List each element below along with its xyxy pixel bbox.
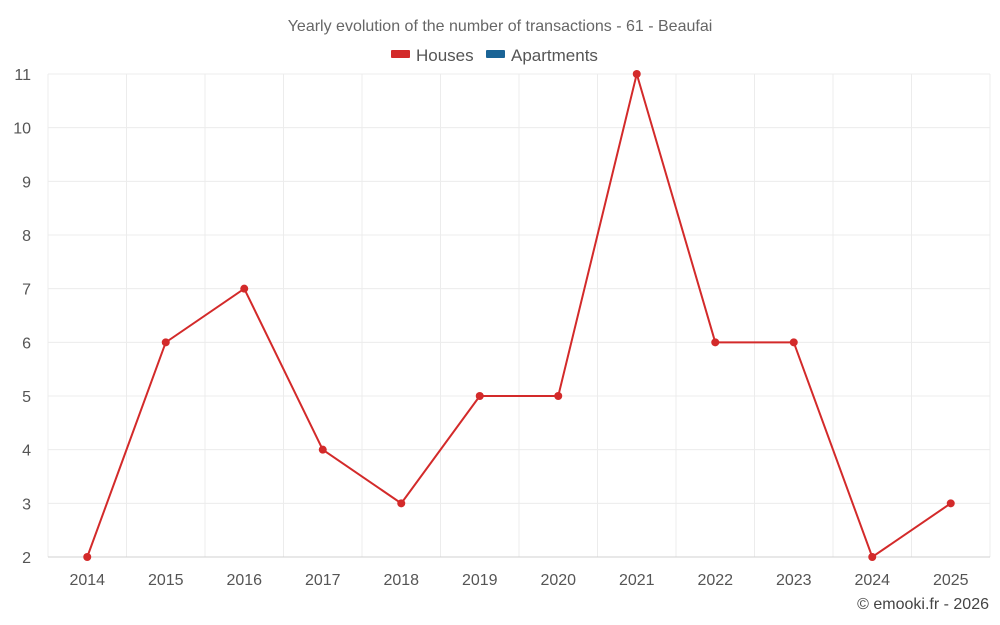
y-axis-ticks: 2 3 4 5 6 7 8 9 10 11 — [13, 67, 31, 567]
series-line-houses — [86, 70, 952, 559]
credit-text: © emooki.fr - 2026 — [857, 596, 989, 613]
x-tick-label-2023: 2023 — [776, 572, 812, 589]
point-houses-2023[interactable] — [789, 338, 798, 347]
legend-swatch-houses[interactable] — [391, 50, 410, 58]
y-tick-label-3: 3 — [22, 496, 31, 513]
legend-swatch-apartments[interactable] — [486, 50, 505, 58]
legend-label-apartments[interactable]: Apartments — [511, 46, 598, 65]
legend-label-houses[interactable]: Houses — [416, 46, 474, 65]
y-tick-label-8: 8 — [22, 228, 31, 245]
x-tick-label-2018: 2018 — [383, 572, 419, 589]
y-tick-label-6: 6 — [22, 335, 31, 352]
point-houses-2018[interactable] — [397, 499, 406, 508]
x-tick-label-2020: 2020 — [540, 572, 576, 589]
point-houses-2015[interactable] — [161, 338, 170, 347]
x-axis-ticks: 2014 2015 2016 2017 2018 2019 2020 2021 2022 2023… — [69, 572, 968, 589]
series-layer — [83, 70, 955, 561]
y-tick-label-7: 7 — [22, 282, 31, 299]
y-tick-label-9: 9 — [22, 174, 31, 191]
x-tick-label-2015: 2015 — [148, 572, 184, 589]
point-houses-2025[interactable] — [946, 499, 955, 508]
grid — [47, 73, 991, 558]
legend: Houses Apartments — [391, 46, 598, 65]
x-tick-label-2017: 2017 — [305, 572, 341, 589]
point-houses-2014[interactable] — [83, 553, 92, 561]
x-tick-label-2021: 2021 — [619, 572, 655, 589]
point-houses-2017[interactable] — [318, 445, 327, 454]
y-tick-label-2: 2 — [22, 550, 31, 567]
point-houses-2020[interactable] — [554, 392, 563, 400]
point-houses-2019[interactable] — [475, 392, 484, 400]
x-tick-label-2024: 2024 — [854, 572, 890, 589]
x-tick-label-2022: 2022 — [697, 572, 733, 589]
x-tick-label-2016: 2016 — [226, 572, 262, 589]
y-tick-label-5: 5 — [22, 389, 31, 406]
chart-title: Yearly evolution of the number of transa… — [288, 18, 713, 35]
point-houses-2016[interactable] — [240, 284, 249, 293]
x-tick-label-2025: 2025 — [933, 572, 969, 589]
point-houses-2024[interactable] — [868, 553, 877, 561]
y-tick-label-4: 4 — [22, 443, 31, 460]
point-houses-2021[interactable] — [632, 70, 641, 78]
x-tick-label-2019: 2019 — [462, 572, 498, 589]
y-tick-label-11: 11 — [14, 67, 31, 84]
x-tick-label-2014: 2014 — [69, 572, 105, 589]
y-tick-label-10: 10 — [13, 121, 31, 138]
point-houses-2022[interactable] — [711, 338, 720, 347]
